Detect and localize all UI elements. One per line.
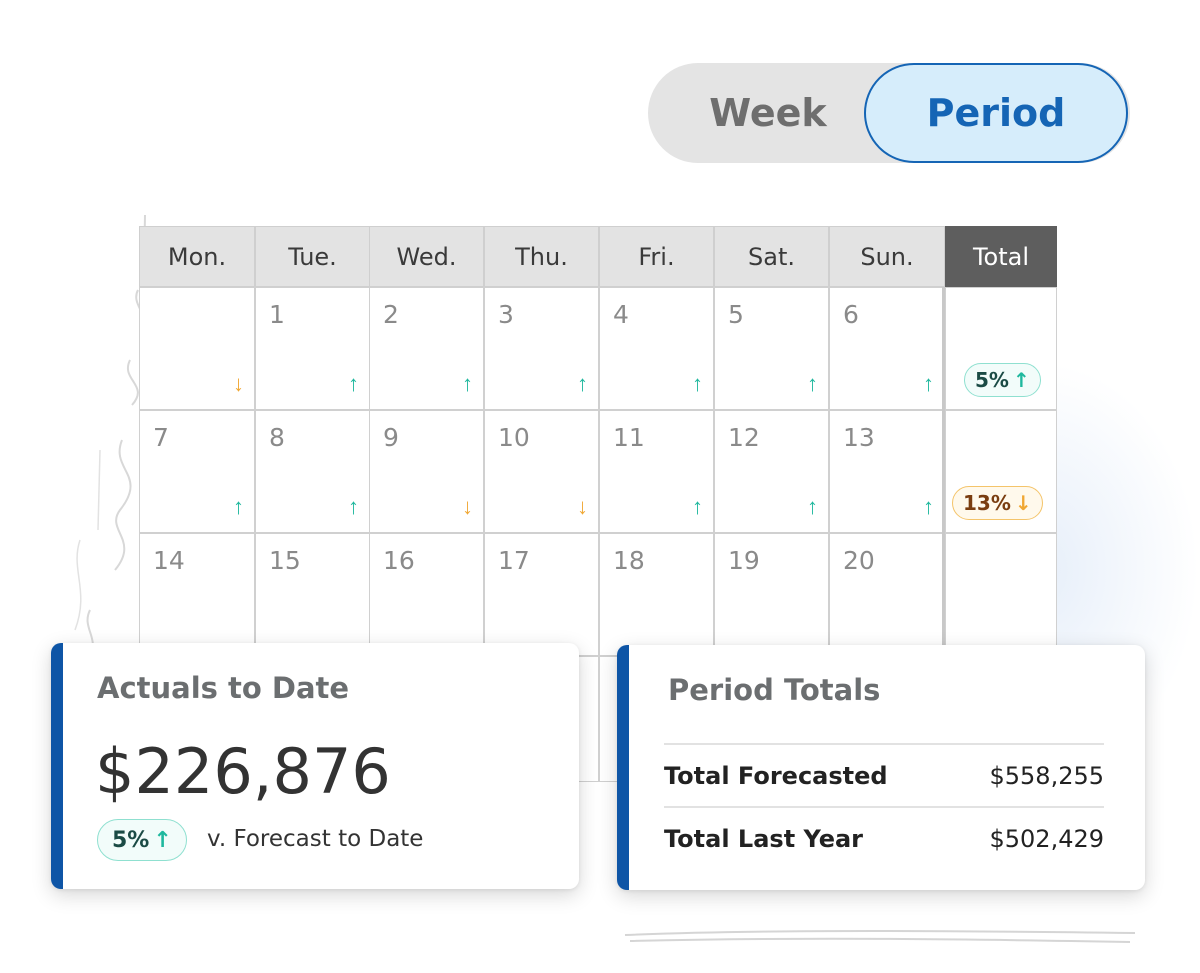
day-cell[interactable]: 9 ↓ [369, 410, 484, 533]
header-day: Thu. [484, 226, 599, 287]
day-cell[interactable]: 3 ↑ [484, 287, 599, 410]
day-cell[interactable]: 11 ↑ [599, 410, 714, 533]
day-cell[interactable]: 4 ↑ [599, 287, 714, 410]
totals-card-title: Period Totals [668, 673, 881, 707]
day-cell[interactable]: 15 [255, 533, 370, 656]
decorative-underline [624, 930, 1136, 943]
day-number: 5 [728, 300, 744, 329]
total-column-divider [942, 287, 945, 782]
day-cell[interactable]: 6 ↑ [829, 287, 945, 410]
day-cell[interactable]: 8 ↑ [255, 410, 370, 533]
arrow-up-icon: ↑ [807, 494, 818, 519]
arrow-down-icon: ↓ [462, 494, 473, 519]
day-number: 2 [383, 300, 399, 329]
day-cell[interactable]: 17 [484, 533, 599, 656]
arrow-up-icon: ↑ [692, 494, 703, 519]
week-total-cell: 13% ↓ [945, 410, 1057, 533]
day-cell[interactable]: 20 [829, 533, 945, 656]
toggle-period-option[interactable]: Period [864, 63, 1128, 163]
week-total-value: 5% [975, 368, 1009, 392]
week-total-badge: 5% ↑ [964, 363, 1041, 397]
arrow-up-icon: ↑ [923, 494, 934, 519]
day-number: 17 [498, 546, 530, 575]
header-day: Fri. [599, 226, 714, 287]
day-number: 14 [153, 546, 185, 575]
day-cell[interactable]: 10 ↓ [484, 410, 599, 533]
day-number: 16 [383, 546, 415, 575]
day-number: 7 [153, 423, 169, 452]
day-cell[interactable]: 5 ↑ [714, 287, 829, 410]
arrow-up-icon: ↑ [577, 371, 588, 396]
total-last-year-row: Total Last Year $502,429 [664, 806, 1104, 869]
header-day: Tue. [255, 226, 370, 287]
day-cell[interactable]: 2 ↑ [369, 287, 484, 410]
day-number: 18 [613, 546, 645, 575]
total-row-value: $558,255 [989, 761, 1104, 790]
day-cell[interactable]: 19 [714, 533, 829, 656]
total-row-label: Total Last Year [664, 824, 864, 853]
day-number: 8 [269, 423, 285, 452]
actuals-amount: $226,876 [95, 735, 391, 808]
arrow-up-icon: ↑ [153, 827, 172, 853]
actuals-comparison-label: v. Forecast to Date [207, 826, 424, 852]
week-total-badge: 13% ↓ [952, 486, 1043, 520]
day-number: 11 [613, 423, 645, 452]
week-total-cell [945, 533, 1057, 656]
arrow-down-icon: ↓ [1014, 491, 1032, 515]
day-cell[interactable]: 12 ↑ [714, 410, 829, 533]
header-day: Sat. [714, 226, 829, 287]
arrow-down-icon: ↓ [233, 371, 244, 396]
day-number: 3 [498, 300, 514, 329]
actuals-to-date-card: Actuals to Date $226,876 5% ↑ v. Forecas… [51, 643, 579, 889]
week-total-value: 13% [963, 491, 1011, 515]
arrow-up-icon: ↑ [462, 371, 473, 396]
card-accent-bar [617, 645, 629, 890]
card-accent-bar [51, 643, 63, 889]
arrow-up-icon: ↑ [1012, 368, 1030, 392]
header-day: Mon. [139, 226, 255, 287]
header-total: Total [945, 226, 1057, 287]
actuals-change-value: 5% [112, 827, 150, 853]
arrow-up-icon: ↑ [923, 371, 934, 396]
day-cell[interactable]: 18 [599, 533, 714, 656]
period-totals-card: Period Totals Total Forecasted $558,255 … [617, 645, 1145, 890]
day-cell[interactable]: ↓ [139, 287, 255, 410]
day-cell[interactable]: 1 ↑ [255, 287, 370, 410]
actuals-change-badge: 5% ↑ [97, 819, 187, 861]
arrow-up-icon: ↑ [692, 371, 703, 396]
day-number: 15 [269, 546, 301, 575]
toggle-week-option[interactable]: Week [709, 91, 827, 135]
day-number: 9 [383, 423, 399, 452]
day-number: 13 [843, 423, 875, 452]
arrow-up-icon: ↑ [807, 371, 818, 396]
total-forecasted-row: Total Forecasted $558,255 [664, 743, 1104, 806]
actuals-card-title: Actuals to Date [97, 671, 350, 705]
day-number: 20 [843, 546, 875, 575]
day-cell[interactable]: 16 [369, 533, 484, 656]
arrow-up-icon: ↑ [233, 494, 244, 519]
day-cell[interactable]: 13 ↑ [829, 410, 945, 533]
total-row-label: Total Forecasted [664, 761, 888, 790]
header-day: Sun. [829, 226, 945, 287]
day-number: 6 [843, 300, 859, 329]
arrow-up-icon: ↑ [348, 494, 359, 519]
week-total-cell: 5% ↑ [945, 287, 1057, 410]
day-cell[interactable]: 7 ↑ [139, 410, 255, 533]
total-row-value: $502,429 [989, 824, 1104, 853]
day-number: 4 [613, 300, 629, 329]
day-number: 10 [498, 423, 530, 452]
header-day: Wed. [369, 226, 484, 287]
week-period-toggle: Week Period [648, 63, 1130, 163]
arrow-up-icon: ↑ [348, 371, 359, 396]
day-cell[interactable]: 14 [139, 533, 255, 656]
day-number: 12 [728, 423, 760, 452]
day-number: 19 [728, 546, 760, 575]
day-number: 1 [269, 300, 285, 329]
arrow-down-icon: ↓ [577, 494, 588, 519]
